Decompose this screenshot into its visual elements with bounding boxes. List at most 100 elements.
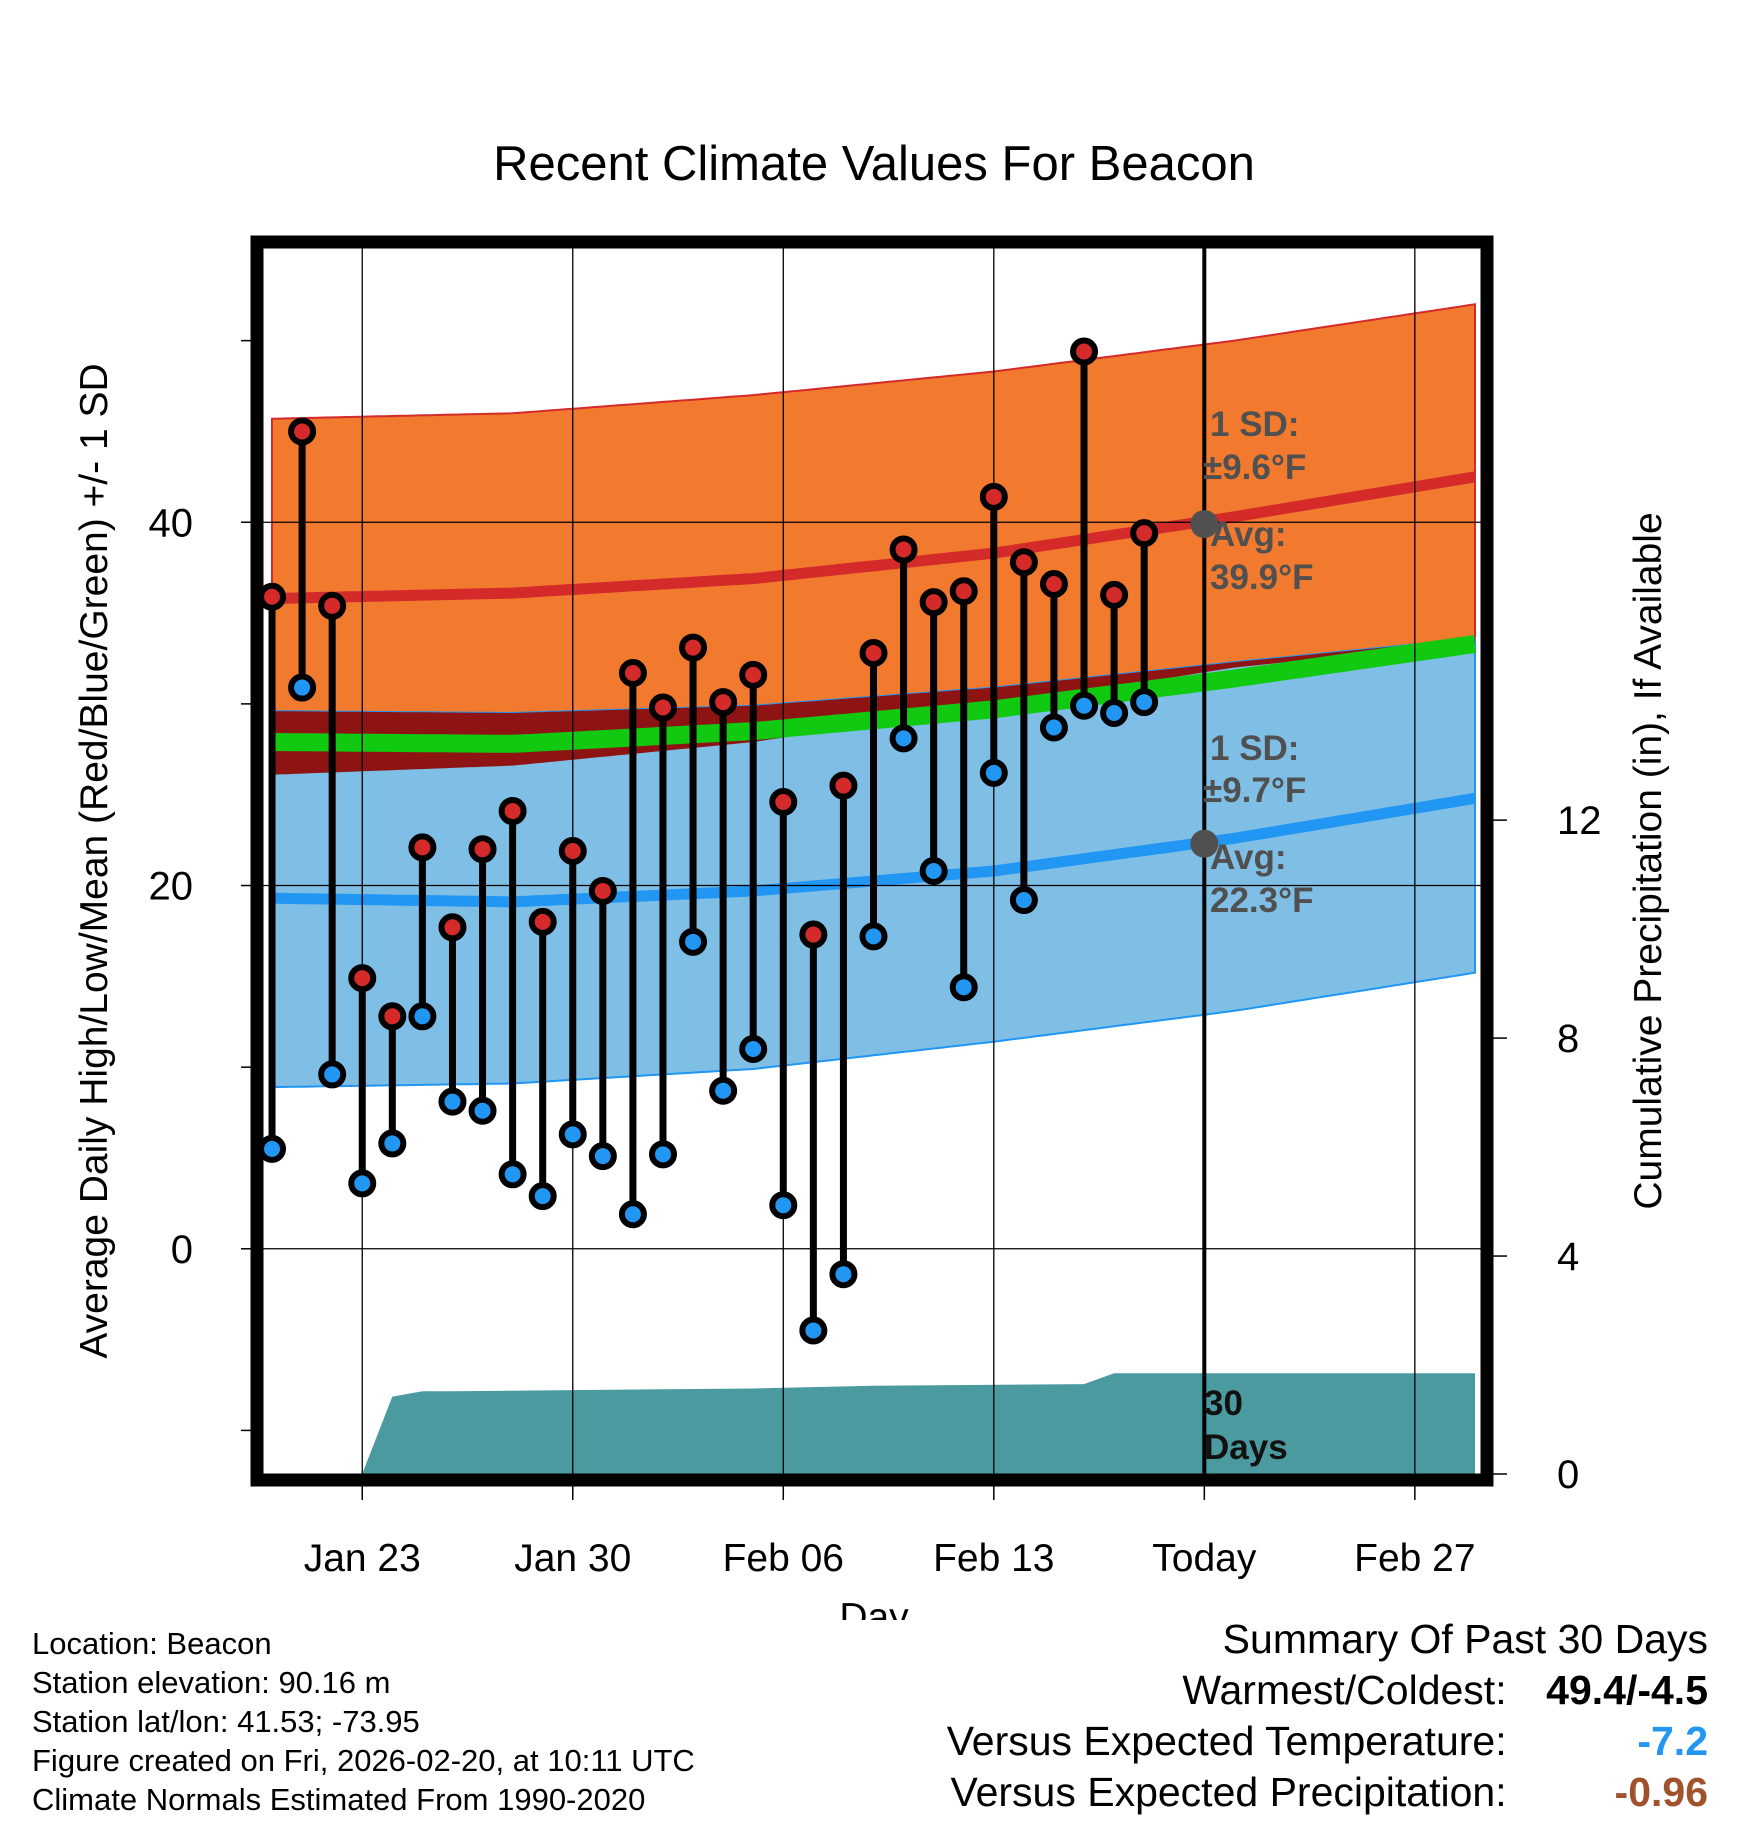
x-tick-label: Feb 06 <box>723 1537 844 1580</box>
x-tick-label: Jan 23 <box>304 1537 421 1580</box>
elevation-text: Station elevation: 90.16 m <box>32 1665 391 1700</box>
daily-high-point <box>739 660 768 689</box>
y-tick-label: 0 <box>171 1228 193 1272</box>
daily-low-point <box>1100 698 1129 727</box>
normals-text: Climate Normals Estimated From 1990-2020 <box>32 1782 646 1817</box>
x-tick-label: Feb 27 <box>1354 1537 1475 1580</box>
temp-vs-expected-value: -7.2 <box>1637 1718 1708 1764</box>
daily-low-point <box>378 1129 407 1158</box>
warmest-coldest-value: 49.4/-4.5 <box>1546 1667 1708 1713</box>
low-sd-value: ±9.7°F <box>1203 771 1306 810</box>
precip-vs-expected-label: Versus Expected Precipitation: <box>950 1769 1507 1815</box>
daily-low-point <box>1039 713 1068 742</box>
daily-low-point <box>979 758 1008 787</box>
daily-high-point <box>263 582 287 611</box>
x-tick-label: Jan 30 <box>514 1537 631 1580</box>
daily-low-point <box>949 973 978 1002</box>
daily-high-point <box>318 591 347 620</box>
daily-high-point <box>408 833 437 862</box>
axes: 0 20 40 0 4 8 12 Jan 23 Jan 30 Feb 06 Feb 13 Today F… <box>149 235 1602 1580</box>
daily-low-point <box>288 673 317 702</box>
annotations: 1 SD: ±9.6°F Avg: 39.9°F 1 SD: ±9.7°F Av… <box>1203 405 1314 1467</box>
daily-high-point <box>1009 548 1038 577</box>
daily-high-point <box>288 417 317 446</box>
location-text: Location: Beacon <box>32 1626 272 1661</box>
summary-panel: Summary Of Past 30 Days Warmest/Coldest:… <box>947 1614 1708 1818</box>
daily-high-point <box>558 837 587 866</box>
warmest-coldest-row: Warmest/Coldest: 49.4/-4.5 <box>947 1665 1708 1716</box>
temp-vs-expected-label: Versus Expected Temperature: <box>946 1718 1507 1764</box>
today-high-avg-marker <box>1190 510 1219 539</box>
daily-low-point <box>739 1034 768 1063</box>
low-avg-label: Avg: <box>1210 838 1286 877</box>
daily-high-point <box>498 797 527 826</box>
daily-low-point <box>919 856 948 885</box>
latlon-text: Station lat/lon: 41.53; -73.95 <box>32 1704 420 1739</box>
y2-tick-label: 4 <box>1557 1235 1579 1279</box>
daily-low-point <box>618 1200 647 1229</box>
daily-low-point <box>438 1087 467 1116</box>
daily-low-point <box>769 1191 798 1220</box>
precip-area <box>362 1373 1476 1474</box>
daily-high-point <box>799 920 828 949</box>
y2-tick-label: 0 <box>1557 1453 1579 1497</box>
daily-low-point <box>558 1120 587 1149</box>
daily-high-point <box>859 639 888 668</box>
daily-low-point <box>1130 688 1159 717</box>
y-axis-label: Average Daily High/Low/Mean (Red/Blue/Gr… <box>73 363 116 1358</box>
daily-high-point <box>1070 337 1099 366</box>
x-tick-label: Today <box>1152 1537 1257 1580</box>
precip-days-label: Days <box>1204 1428 1288 1467</box>
x-tick-label: Feb 13 <box>933 1537 1054 1580</box>
daily-high-point <box>1100 580 1129 609</box>
daily-low-point <box>498 1160 527 1189</box>
daily-low-point <box>1070 691 1099 720</box>
daily-low-point <box>588 1142 617 1171</box>
temp-vs-expected-row: Versus Expected Temperature: -7.2 <box>947 1716 1708 1767</box>
daily-high-point <box>588 876 617 905</box>
daily-low-point <box>263 1134 287 1163</box>
daily-high-point <box>528 907 557 936</box>
plot-frame <box>250 235 1494 1487</box>
daily-high-point <box>889 535 918 564</box>
daily-low-point <box>348 1169 377 1198</box>
daily-high-point <box>648 693 677 722</box>
daily-low-point <box>889 724 918 753</box>
today-low-avg-marker <box>1190 829 1219 858</box>
daily-low-point <box>859 922 888 951</box>
climate-chart: Recent Climate Values For Beacon 0 20 40 0 4… <box>73 137 1670 1620</box>
daily-high-point <box>769 787 798 816</box>
daily-high-point <box>1130 519 1159 548</box>
daily-high-point <box>829 771 858 800</box>
high-sd-label: 1 SD: <box>1210 405 1299 444</box>
high-avg-line <box>271 471 1476 604</box>
daily-low-point <box>468 1096 497 1125</box>
daily-high-point <box>979 482 1008 511</box>
daily-low-point <box>318 1060 347 1089</box>
daily-low-point <box>709 1076 738 1105</box>
daily-high-point <box>348 964 377 993</box>
daily-high-point <box>438 913 467 942</box>
daily-low-point <box>408 1002 437 1031</box>
daily-low-point <box>679 927 708 956</box>
daily-high-point <box>468 835 497 864</box>
created-text: Figure created on Fri, 2026-02-20, at 10… <box>32 1743 695 1778</box>
high-sd-value: ±9.6°F <box>1203 448 1306 487</box>
precip-days-number: 30 <box>1204 1384 1243 1423</box>
low-sd-label: 1 SD: <box>1210 729 1299 768</box>
daily-low-point <box>648 1140 677 1169</box>
daily-low-point <box>528 1182 557 1211</box>
high-avg-value: 39.9°F <box>1210 558 1314 597</box>
plot-area <box>263 248 1481 1474</box>
daily-high-point <box>679 633 708 662</box>
daily-high-point <box>949 577 978 606</box>
summary-title: Summary Of Past 30 Days <box>1222 1616 1708 1662</box>
daily-high-point <box>1039 570 1068 599</box>
x-axis-label: Day <box>839 1596 909 1620</box>
y2-tick-label: 12 <box>1557 799 1602 843</box>
precip-vs-expected-row: Versus Expected Precipitation: -0.96 <box>947 1767 1709 1818</box>
daily-high-point <box>378 1002 407 1031</box>
chart-title: Recent Climate Values For Beacon <box>493 137 1255 191</box>
y2-tick-label: 8 <box>1557 1017 1579 1061</box>
station-info: Location: Beacon Station elevation: 90.1… <box>32 1624 695 1819</box>
